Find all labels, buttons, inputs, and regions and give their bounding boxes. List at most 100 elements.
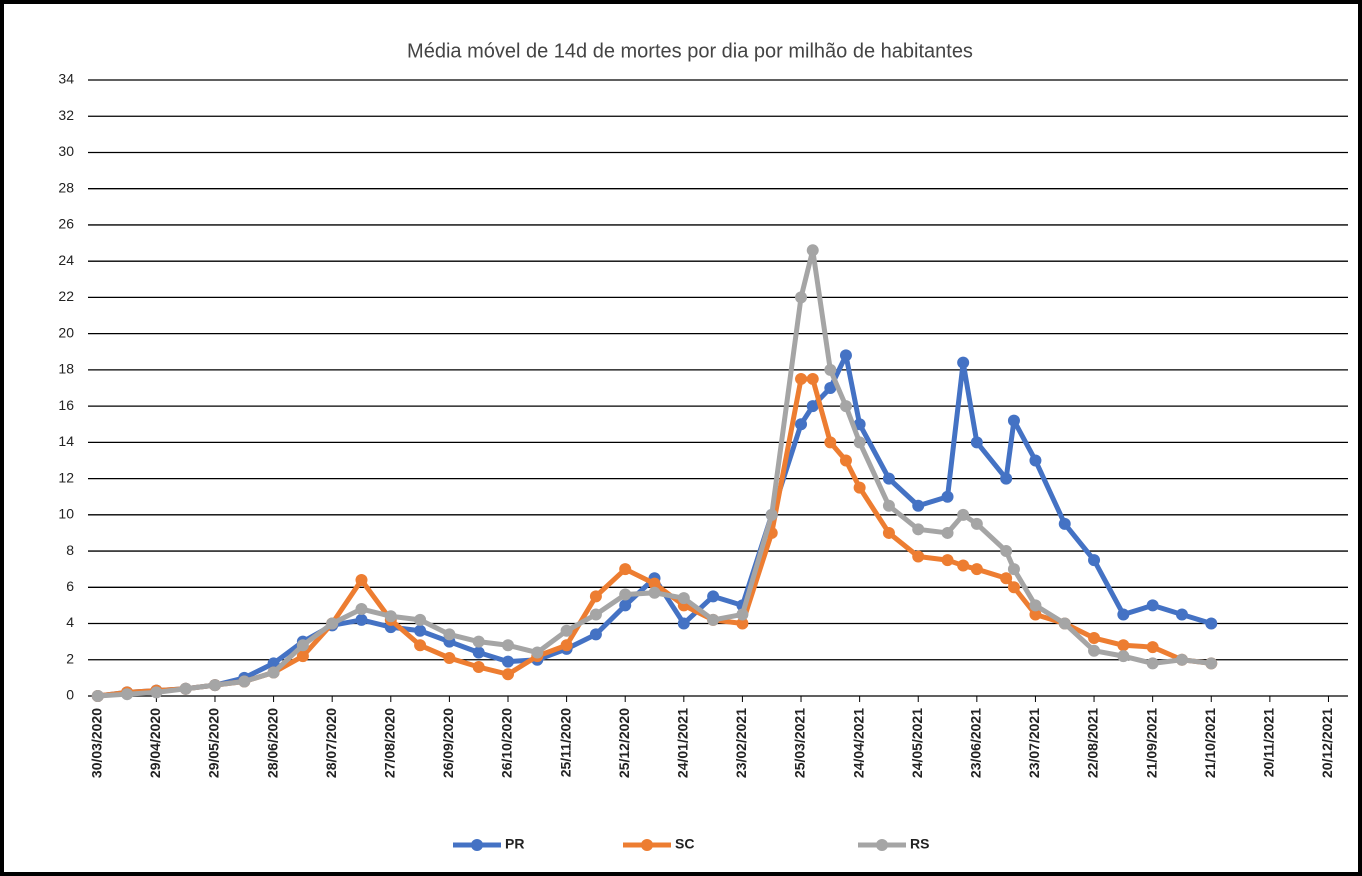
legend-label: PR <box>505 836 524 852</box>
y-tick-label: 10 <box>58 506 74 522</box>
y-tick-label: 4 <box>66 614 74 630</box>
point <box>957 356 970 369</box>
point <box>736 617 749 630</box>
x-tick-label: 29/04/2020 <box>147 708 163 778</box>
point <box>882 472 895 485</box>
legend-item: PR <box>453 836 524 852</box>
point <box>765 508 778 521</box>
point <box>472 635 485 648</box>
point <box>824 382 837 394</box>
point <box>443 628 456 641</box>
point <box>795 418 808 431</box>
point <box>677 617 690 630</box>
point <box>238 675 251 688</box>
x-tick-label: 25/03/2021 <box>792 708 808 778</box>
x-tick-label: 20/11/2021 <box>1261 708 1277 778</box>
point <box>957 559 970 572</box>
y-tick-label: 20 <box>58 324 74 340</box>
x-tick-label: 24/05/2021 <box>909 708 925 778</box>
point <box>1117 639 1130 652</box>
point <box>1007 581 1020 594</box>
point <box>882 526 895 539</box>
point <box>1058 617 1071 630</box>
point <box>560 639 573 652</box>
y-tick-label: 34 <box>58 71 74 87</box>
y-tick-label: 14 <box>58 433 74 449</box>
point <box>414 639 427 652</box>
point <box>1205 617 1218 630</box>
point <box>179 682 192 695</box>
point <box>502 639 514 652</box>
point <box>882 499 895 512</box>
y-tick-label: 18 <box>58 361 74 377</box>
x-tick-label: 22/08/2021 <box>1085 708 1101 778</box>
x-tick-label: 25/11/2020 <box>557 708 573 778</box>
x-tick-label: 23/06/2021 <box>968 708 984 778</box>
point <box>589 628 602 641</box>
point <box>795 372 808 385</box>
point <box>648 586 661 599</box>
legend-marker <box>876 839 888 851</box>
point <box>414 613 427 626</box>
point <box>1117 650 1130 663</box>
chart-title: Média móvel de 14d de mortes por dia por… <box>407 40 973 62</box>
point <box>414 624 427 637</box>
point <box>589 590 602 603</box>
y-tick-label: 8 <box>66 542 74 558</box>
y-tick-label: 12 <box>58 469 74 485</box>
point <box>472 646 485 659</box>
point <box>1000 472 1013 485</box>
point <box>912 550 925 563</box>
legend-label: RS <box>910 836 929 852</box>
y-tick-label: 2 <box>66 650 74 666</box>
x-tick-label: 26/09/2020 <box>440 708 456 778</box>
point <box>121 688 134 701</box>
point <box>472 661 485 674</box>
point <box>648 577 661 590</box>
point <box>1175 608 1188 621</box>
point <box>912 523 925 536</box>
x-tick-label: 21/10/2021 <box>1202 708 1218 778</box>
x-tick-label: 20/12/2021 <box>1319 708 1335 778</box>
x-tick-label: 21/09/2021 <box>1143 708 1159 778</box>
point <box>384 610 397 623</box>
point <box>502 668 514 681</box>
y-tick-label: 32 <box>58 107 74 123</box>
point <box>1146 657 1159 670</box>
point <box>1007 414 1020 427</box>
point <box>970 563 983 576</box>
point <box>853 481 866 494</box>
point <box>839 400 852 413</box>
point <box>619 588 632 601</box>
x-tick-label: 30/03/2020 <box>88 708 104 778</box>
x-tick-label: 25/12/2020 <box>616 708 632 778</box>
y-tick-label: 24 <box>58 252 74 268</box>
point <box>1146 599 1159 612</box>
point <box>1029 454 1042 467</box>
point <box>1088 644 1101 657</box>
point <box>839 349 852 362</box>
point <box>736 608 749 621</box>
legend-item: RS <box>858 836 929 852</box>
legend-marker <box>471 839 483 851</box>
point <box>912 499 925 512</box>
legend-label: SC <box>675 836 694 852</box>
point <box>839 454 852 467</box>
x-tick-label: 28/06/2020 <box>264 708 280 778</box>
y-tick-label: 6 <box>66 578 74 594</box>
point <box>150 686 163 699</box>
point <box>619 563 632 576</box>
point <box>1146 641 1159 654</box>
x-tick-label: 26/10/2020 <box>499 708 515 778</box>
point <box>619 599 632 612</box>
point <box>296 639 309 652</box>
point <box>806 372 819 385</box>
point <box>1088 554 1101 567</box>
point <box>1088 632 1101 645</box>
point <box>707 613 720 626</box>
y-tick-label: 28 <box>58 179 74 195</box>
point <box>677 592 690 605</box>
point <box>502 655 514 668</box>
point <box>824 436 837 449</box>
